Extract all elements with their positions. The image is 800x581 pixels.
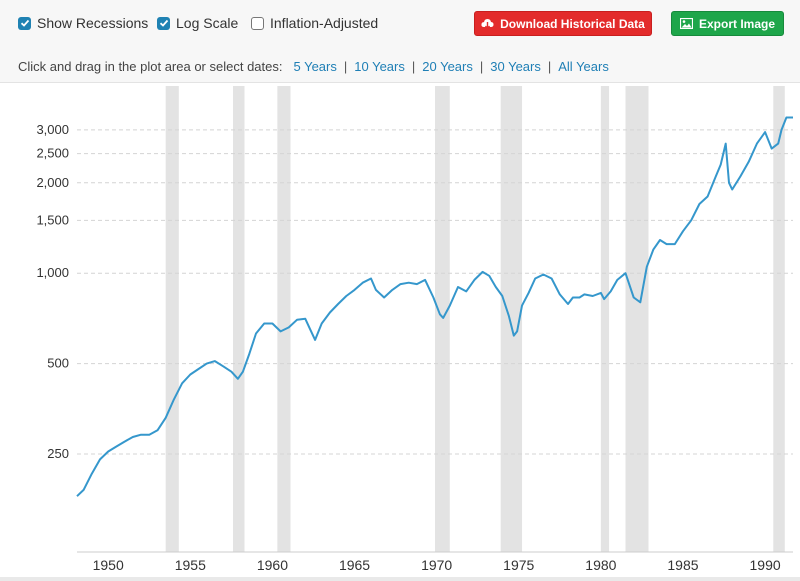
recession-band xyxy=(435,86,450,552)
download-button-label: Download Historical Data xyxy=(500,16,645,31)
range-separator: | xyxy=(411,59,416,74)
x-tick-label: 1955 xyxy=(175,557,206,573)
checkbox-checked-icon[interactable] xyxy=(18,16,31,30)
x-tick-label: 1950 xyxy=(93,557,124,573)
range-link-20-years[interactable]: 20 Years xyxy=(422,59,473,74)
log-scale-checkbox[interactable]: Log Scale xyxy=(157,15,238,31)
chart-controls: Show Recessions Log Scale Inflation-Adju… xyxy=(0,0,800,83)
show-recessions-label: Show Recessions xyxy=(37,15,149,31)
range-link-all-years[interactable]: All Years xyxy=(558,59,609,74)
recession-band xyxy=(600,86,610,552)
range-separator: | xyxy=(479,59,484,74)
recession-band xyxy=(625,86,649,552)
series-line xyxy=(76,116,793,497)
x-tick-label: 1970 xyxy=(421,557,452,573)
range-separator: | xyxy=(343,59,348,74)
image-icon xyxy=(679,18,693,29)
range-link-10-years[interactable]: 10 Years xyxy=(354,59,405,74)
range-link-30-years[interactable]: 30 Years xyxy=(490,59,541,74)
date-range-selector: Click and drag in the plot area or selec… xyxy=(18,59,609,74)
recession-band xyxy=(773,86,785,552)
range-separator: | xyxy=(547,59,552,74)
x-tick-label: 1960 xyxy=(257,557,288,573)
y-tick-label: 500 xyxy=(47,356,69,371)
navigator-scrollbar[interactable] xyxy=(0,577,800,581)
inflation-adjusted-label: Inflation-Adjusted xyxy=(270,15,379,31)
range-link-5-years[interactable]: 5 Years xyxy=(293,59,337,74)
y-tick-label: 2,000 xyxy=(36,175,69,190)
export-button-label: Export Image xyxy=(698,16,776,31)
x-tick-label: 1985 xyxy=(667,557,698,573)
cloud-download-icon xyxy=(481,18,494,30)
y-tick-label: 1,000 xyxy=(36,265,69,280)
recession-band xyxy=(500,86,523,552)
x-tick-label: 1990 xyxy=(750,557,781,573)
download-historical-data-button[interactable]: Download Historical Data xyxy=(474,11,652,36)
y-tick-label: 2,500 xyxy=(36,146,69,161)
y-tick-label: 250 xyxy=(47,446,69,461)
line-chart[interactable]: 250 500 1,000 1,500 2,000 2,500 3,000 1950 1955 1… xyxy=(0,86,800,581)
y-tick-label: 1,500 xyxy=(36,212,69,227)
x-tick-label: 1975 xyxy=(503,557,534,573)
recession-band xyxy=(233,86,245,552)
show-recessions-checkbox[interactable]: Show Recessions xyxy=(18,15,148,31)
inflation-adjusted-checkbox[interactable]: Inflation-Adjusted xyxy=(251,15,378,31)
recession-band xyxy=(165,86,179,552)
x-tick-label: 1980 xyxy=(585,557,616,573)
x-tick-label: 1965 xyxy=(339,557,370,573)
checkbox-checked-icon[interactable] xyxy=(157,16,170,30)
range-prompt: Click and drag in the plot area or selec… xyxy=(18,59,283,74)
export-image-button[interactable]: Export Image xyxy=(671,11,784,36)
y-tick-label: 3,000 xyxy=(36,122,69,137)
recession-band xyxy=(277,86,291,552)
checkbox-unchecked-icon[interactable] xyxy=(251,16,264,30)
log-scale-label: Log Scale xyxy=(176,15,239,31)
